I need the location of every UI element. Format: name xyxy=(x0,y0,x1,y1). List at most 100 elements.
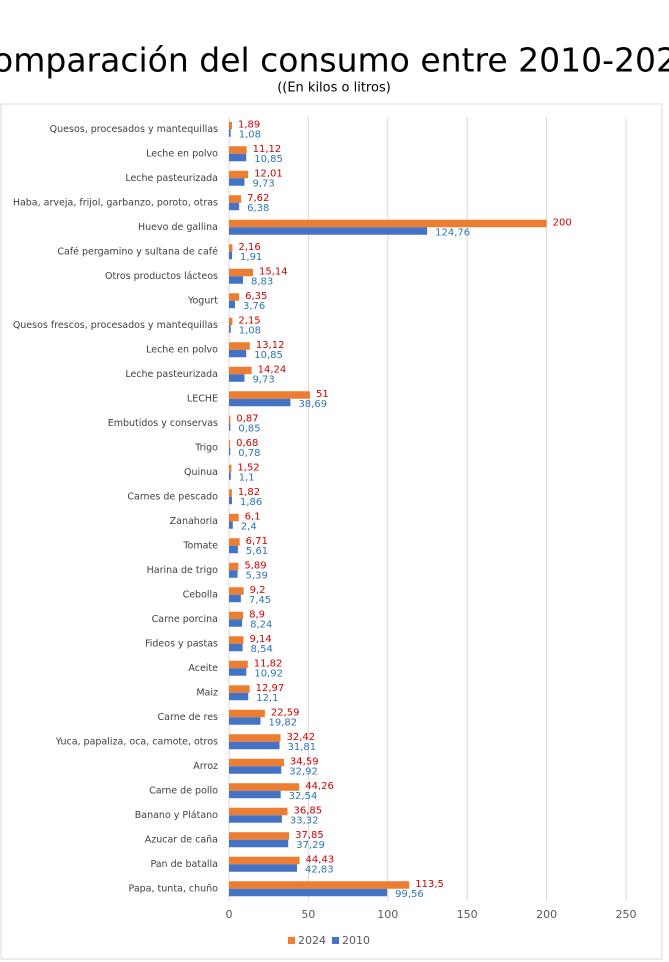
value-label: 9,2 xyxy=(250,585,266,596)
bar xyxy=(229,636,244,644)
value-label: 8,9 xyxy=(249,609,265,620)
bar xyxy=(229,668,247,676)
value-label: 37,29 xyxy=(296,840,325,851)
bar xyxy=(229,758,284,767)
value-label: 0,85 xyxy=(238,423,260,434)
bar xyxy=(229,783,300,791)
bar xyxy=(229,202,240,211)
bar xyxy=(229,447,231,456)
value-label: 12,1 xyxy=(256,693,278,704)
y-tick-label: Carnes de pescado xyxy=(127,491,218,502)
bar xyxy=(229,325,231,333)
value-label: 6,35 xyxy=(245,291,267,302)
bar xyxy=(229,594,241,603)
value-label: 0,78 xyxy=(238,448,260,459)
bar xyxy=(229,807,288,816)
value-label: 1,82 xyxy=(238,487,260,498)
value-label: 11,12 xyxy=(253,144,282,155)
bar xyxy=(229,244,233,252)
bar xyxy=(229,342,250,350)
bar xyxy=(229,398,291,407)
bar xyxy=(229,227,428,235)
value-label: 99,56 xyxy=(395,889,424,900)
y-tick-label: Haba, arveja, frijol, garbanzo, poroto, … xyxy=(13,197,218,208)
bar xyxy=(229,440,231,448)
value-label: 0,87 xyxy=(236,413,258,424)
bar xyxy=(229,391,310,399)
value-label: 42,83 xyxy=(305,864,334,875)
bar xyxy=(229,692,249,701)
value-label: 34,59 xyxy=(290,756,319,767)
bar xyxy=(229,562,239,571)
value-label: 113,5 xyxy=(415,879,444,890)
y-tick-label: Leche en polvo xyxy=(146,344,218,355)
bar xyxy=(229,643,243,652)
y-tick-label: Trigo xyxy=(194,442,218,453)
bar xyxy=(229,170,249,179)
bar xyxy=(229,685,250,693)
y-tick-label: Quesos, procesados y mantequillas xyxy=(50,124,218,135)
y-tick-label: Maiz xyxy=(196,687,218,698)
value-label: 8,83 xyxy=(251,276,273,287)
value-label: 38,69 xyxy=(298,399,327,410)
y-tick-label: Cebolla xyxy=(183,589,218,600)
y-tick-label: Carne de res xyxy=(158,712,219,723)
value-label: 11,82 xyxy=(254,658,283,669)
bar xyxy=(229,611,244,620)
bar xyxy=(229,121,233,130)
value-label: 124,76 xyxy=(435,227,470,238)
bar xyxy=(229,415,231,424)
value-label: 9,73 xyxy=(252,374,274,385)
y-tick-label: Quesos frescos, procesados y mantequilla… xyxy=(13,320,218,331)
y-tick-label: Leche pasteurizada xyxy=(125,369,218,380)
legend-label: 2010 xyxy=(342,934,370,947)
bar xyxy=(229,790,281,799)
x-tick-label: 250 xyxy=(616,908,637,921)
legend-swatch xyxy=(288,937,295,944)
bar xyxy=(229,129,231,137)
value-label: 2,4 xyxy=(241,521,257,532)
y-tick-label: Carne porcina xyxy=(152,614,218,625)
bar xyxy=(229,888,388,897)
bar xyxy=(229,521,233,529)
x-tick-label: 200 xyxy=(536,908,557,921)
bar xyxy=(229,293,240,301)
value-label: 13,12 xyxy=(256,340,285,351)
value-label: 14,24 xyxy=(258,364,287,375)
y-tick-label: Yogurt xyxy=(187,295,218,306)
y-tick-label: Fideos y pastas xyxy=(145,638,218,649)
y-tick-label: Tomate xyxy=(182,540,218,551)
bar xyxy=(229,349,247,358)
x-tick-label: 150 xyxy=(457,908,478,921)
bar xyxy=(229,619,243,627)
value-label: 32,92 xyxy=(289,766,318,777)
y-tick-label: Azucar de caña xyxy=(145,834,218,845)
bar xyxy=(229,570,238,578)
y-tick-label: LECHE xyxy=(187,393,218,404)
bar xyxy=(229,832,290,840)
y-tick-label: Leche en polvo xyxy=(146,148,218,159)
value-label: 32,42 xyxy=(286,732,315,743)
bar xyxy=(229,300,235,309)
y-tick-label: Arroz xyxy=(193,761,218,772)
x-tick-label: 100 xyxy=(377,908,398,921)
value-label: 31,81 xyxy=(288,742,317,753)
value-label: 1,91 xyxy=(240,252,262,263)
bar xyxy=(229,881,410,889)
legend-label: 2024 xyxy=(298,934,326,947)
y-tick-label: Leche pasteurizada xyxy=(125,173,218,184)
y-tick-label: Papa, tunta, chuño xyxy=(129,883,219,894)
bar xyxy=(229,856,300,865)
bar xyxy=(229,538,240,546)
bar xyxy=(229,219,547,228)
value-label: 0,68 xyxy=(236,438,258,449)
value-label: 3,76 xyxy=(243,301,265,312)
y-tick-label: Carne de pollo xyxy=(149,785,218,796)
value-label: 1,52 xyxy=(237,462,259,473)
chart-title: Comparación del consumo entre 2010-2024 xyxy=(0,41,669,80)
value-label: 1,08 xyxy=(239,129,261,140)
bar xyxy=(229,146,247,154)
bar xyxy=(229,839,289,848)
bar xyxy=(229,815,282,823)
